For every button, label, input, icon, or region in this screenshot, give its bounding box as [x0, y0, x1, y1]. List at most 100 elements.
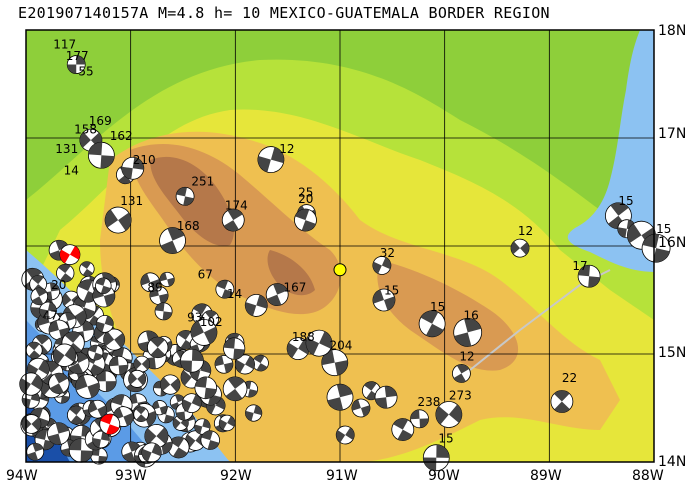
focal-mechanism	[133, 406, 149, 422]
event-depth-label: 168	[177, 219, 200, 233]
focal-mechanism	[418, 310, 446, 338]
focal-mechanism	[641, 233, 671, 263]
event-depth-label: 14	[227, 287, 242, 301]
event-depth-label: 17	[572, 259, 587, 273]
focal-mechanism	[104, 206, 132, 234]
focal-mechanism	[159, 227, 186, 255]
focal-mechanism	[48, 372, 70, 394]
focal-mechanism	[141, 442, 162, 463]
focal-mechanism	[160, 374, 181, 395]
focal-mechanism	[215, 279, 235, 299]
focal-mechanism	[175, 186, 195, 206]
focal-mechanism	[108, 355, 129, 376]
focal-mechanism	[452, 364, 471, 383]
focal-mechanism	[144, 424, 169, 449]
event-depth-label: 169	[89, 114, 112, 128]
event-depth-label: 15	[656, 222, 671, 236]
lat-label-18n: 18N	[658, 23, 686, 39]
focal-mechanism	[410, 409, 429, 429]
focal-mechanism	[194, 376, 218, 400]
event-depth-label: 174	[225, 198, 248, 212]
focal-mechanism	[88, 399, 107, 419]
focal-mechanism	[221, 208, 245, 232]
lon-label-92w: 92W	[220, 468, 252, 484]
event-depth-label: 188	[292, 330, 315, 344]
focal-mechanism	[435, 401, 463, 428]
focal-mechanism	[121, 156, 145, 180]
focal-mechanism	[79, 261, 95, 277]
focal-mechanism	[25, 341, 43, 359]
focal-mechanism	[422, 444, 450, 472]
focal-mechanism	[47, 422, 70, 446]
lon-label-89w: 89W	[530, 468, 562, 484]
focal-mechanism	[103, 328, 126, 351]
focal-mechanism	[257, 146, 285, 174]
lon-label-88w: 88W	[632, 468, 664, 484]
caribbean-sea	[567, 30, 654, 272]
focal-mechanism	[167, 436, 190, 459]
event-depth-label: 12	[459, 349, 474, 363]
event-depth-label: 15	[384, 284, 399, 298]
focal-mechanism	[159, 271, 175, 288]
focal-mechanism	[200, 430, 220, 450]
lat-label-14n: 14N	[658, 454, 686, 470]
focal-mechanism	[30, 287, 49, 306]
event-depth-label: 162	[110, 129, 133, 143]
focal-mechanism	[374, 385, 398, 409]
event-depth-label: 12	[518, 224, 533, 238]
event-depth-label: 177	[66, 49, 89, 63]
focal-mechanism	[67, 405, 86, 425]
focal-mechanism	[218, 414, 236, 432]
focal-mechanism	[453, 317, 483, 347]
event-depth-label: 167	[283, 280, 306, 294]
focal-mechanism	[577, 264, 601, 288]
event-depth-label: 16	[464, 308, 479, 322]
event-depth-label: 89	[147, 280, 162, 294]
event-depth-label: 131	[120, 194, 143, 208]
focal-mechanism	[335, 425, 355, 445]
event-depth-label: 131	[55, 142, 78, 156]
focal-mechanism	[321, 349, 349, 377]
event-depth-label: 55	[78, 64, 93, 78]
focal-mechanism-highlight	[99, 413, 121, 435]
focal-mechanism	[244, 293, 268, 317]
focal-mechanism	[56, 263, 75, 283]
focal-mechanism	[245, 404, 263, 422]
event-depth-label: 22	[562, 371, 577, 385]
focal-mechanism	[194, 418, 211, 435]
map-frame	[25, 29, 655, 463]
focal-mechanism	[66, 55, 86, 74]
focal-mechanism	[128, 369, 147, 388]
focal-mechanism	[133, 355, 151, 373]
focal-mechanism	[39, 301, 57, 320]
focal-mechanism	[52, 343, 77, 367]
lat-label-16n: 16N	[658, 235, 686, 251]
event-depth-label: 117	[53, 37, 76, 51]
event-depth-label: 25	[298, 185, 313, 199]
lon-label-90w: 90W	[428, 468, 460, 484]
focal-mechanism	[75, 374, 100, 399]
lat-label-17n: 17N	[658, 126, 686, 142]
focal-mechanism	[140, 272, 161, 293]
focal-mechanism	[87, 344, 104, 361]
focal-mechanism	[222, 376, 248, 402]
focal-mechanism	[95, 277, 112, 294]
focal-mechanisms	[19, 55, 671, 472]
focal-mechanism	[181, 393, 202, 413]
map-title: E201907140157A M=4.8 h= 10 MEXICO-GUATEM…	[18, 4, 550, 22]
lat-label-15n: 15N	[658, 345, 686, 361]
event-depth-label: 32	[380, 246, 395, 260]
event-depth-label: 20	[51, 278, 66, 292]
epicenter-marker	[333, 263, 347, 277]
focal-mechanism	[180, 348, 204, 373]
event-depth-label: 14	[64, 164, 79, 178]
focal-mechanism	[190, 318, 218, 346]
event-depth-label: 273	[449, 388, 472, 402]
mountain-terrain-east	[377, 260, 519, 371]
event-depth-label: 12	[279, 142, 294, 156]
focal-mechanism	[235, 354, 256, 375]
focal-mechanism	[252, 354, 269, 372]
event-depth-label: 204	[330, 339, 353, 353]
focal-mechanism	[223, 337, 246, 360]
